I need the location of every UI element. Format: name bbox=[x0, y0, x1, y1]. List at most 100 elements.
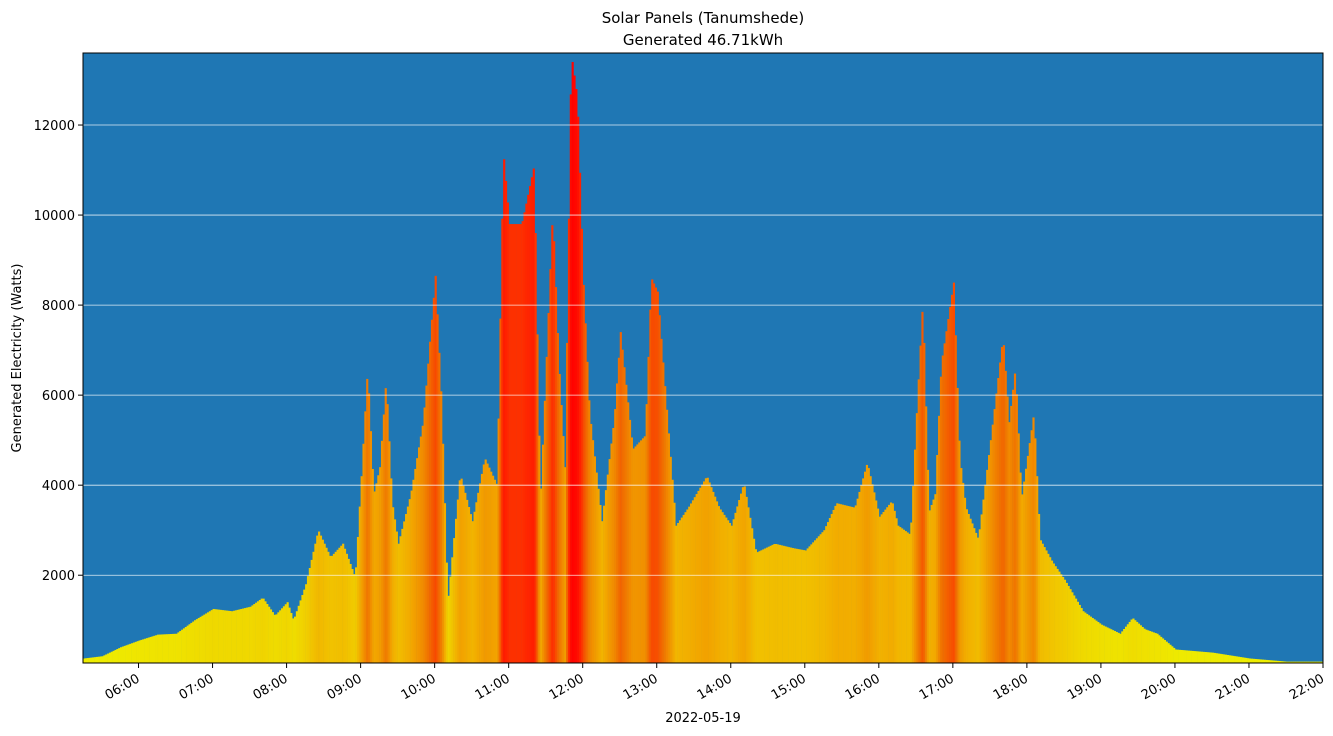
bar bbox=[752, 538, 756, 663]
bar bbox=[355, 567, 358, 663]
bar bbox=[1186, 650, 1189, 663]
bar bbox=[745, 496, 748, 663]
bar bbox=[1267, 660, 1270, 663]
bar bbox=[760, 550, 763, 663]
bar bbox=[203, 614, 206, 663]
bar bbox=[934, 494, 937, 663]
bar bbox=[132, 642, 136, 663]
bar bbox=[1228, 655, 1231, 663]
bar bbox=[1078, 604, 1081, 663]
bar bbox=[604, 490, 608, 663]
bar bbox=[1023, 481, 1026, 663]
bar bbox=[467, 507, 471, 663]
bar bbox=[190, 622, 193, 663]
bar bbox=[908, 533, 911, 663]
bar bbox=[184, 626, 187, 663]
chart-subtitle: Generated 46.71kWh bbox=[623, 31, 783, 49]
bar bbox=[1237, 656, 1241, 663]
bar bbox=[621, 349, 624, 663]
bar bbox=[271, 612, 274, 663]
bar bbox=[177, 632, 180, 663]
bar bbox=[1184, 650, 1187, 663]
bar bbox=[976, 537, 980, 663]
bar bbox=[512, 224, 515, 663]
bar bbox=[1082, 611, 1085, 663]
bar bbox=[1087, 615, 1091, 663]
bar bbox=[262, 598, 265, 663]
bar bbox=[1126, 624, 1129, 663]
bar bbox=[131, 643, 134, 663]
bar bbox=[677, 522, 680, 663]
bar bbox=[1136, 621, 1139, 663]
bar bbox=[695, 494, 698, 663]
bar bbox=[1004, 370, 1007, 663]
bar bbox=[379, 467, 382, 663]
bar bbox=[667, 433, 670, 663]
bar bbox=[99, 656, 102, 663]
bar bbox=[1161, 638, 1165, 663]
bar bbox=[310, 559, 313, 663]
bar bbox=[1291, 661, 1294, 663]
bar bbox=[229, 611, 232, 663]
bar bbox=[947, 319, 950, 663]
bar bbox=[471, 521, 474, 663]
bar bbox=[665, 409, 669, 663]
y-axis: 2000 4000 6000 8000 10000 12000 bbox=[34, 119, 83, 584]
bar bbox=[118, 648, 121, 663]
bar bbox=[952, 282, 955, 663]
bar bbox=[765, 547, 769, 663]
bar bbox=[684, 512, 687, 663]
bar bbox=[142, 639, 145, 663]
bar bbox=[318, 531, 321, 663]
bar bbox=[1112, 630, 1115, 663]
bar bbox=[1102, 625, 1105, 663]
bar bbox=[1158, 635, 1161, 663]
bar bbox=[1139, 625, 1142, 663]
bar bbox=[901, 528, 904, 663]
bar bbox=[547, 312, 550, 663]
bar bbox=[438, 352, 441, 663]
bar bbox=[551, 225, 554, 663]
bar bbox=[758, 551, 761, 663]
bar bbox=[812, 542, 815, 663]
bar bbox=[856, 498, 859, 663]
bar bbox=[366, 378, 369, 663]
bar bbox=[593, 456, 596, 663]
bar bbox=[368, 393, 371, 663]
bar bbox=[364, 411, 367, 663]
x-tick-label: 19:00 bbox=[1065, 671, 1105, 703]
bar bbox=[553, 241, 556, 663]
bar bbox=[1106, 627, 1109, 663]
bar bbox=[521, 221, 524, 663]
bar bbox=[728, 522, 732, 663]
bar bbox=[573, 75, 576, 663]
bar bbox=[945, 331, 948, 663]
bar bbox=[1121, 631, 1124, 663]
bar bbox=[939, 376, 943, 663]
bar bbox=[819, 534, 822, 663]
bar bbox=[1058, 571, 1061, 663]
bar bbox=[1156, 633, 1159, 663]
bar bbox=[168, 634, 171, 663]
bar bbox=[490, 471, 493, 663]
bar bbox=[795, 548, 798, 663]
bar bbox=[295, 611, 298, 663]
bar bbox=[965, 509, 968, 663]
bar bbox=[943, 343, 946, 663]
bar bbox=[1000, 346, 1004, 663]
bar bbox=[647, 356, 650, 663]
bar bbox=[1026, 455, 1030, 663]
bar bbox=[484, 459, 487, 663]
bar bbox=[756, 552, 759, 663]
bar bbox=[1285, 661, 1289, 663]
bar bbox=[382, 414, 385, 663]
bar bbox=[282, 606, 286, 663]
bar bbox=[1150, 631, 1154, 663]
bar bbox=[1134, 620, 1137, 663]
bar bbox=[703, 481, 706, 663]
bar bbox=[375, 483, 378, 663]
bar bbox=[1256, 659, 1259, 663]
bar bbox=[453, 538, 456, 663]
bar bbox=[1171, 646, 1174, 663]
bar bbox=[455, 518, 458, 663]
